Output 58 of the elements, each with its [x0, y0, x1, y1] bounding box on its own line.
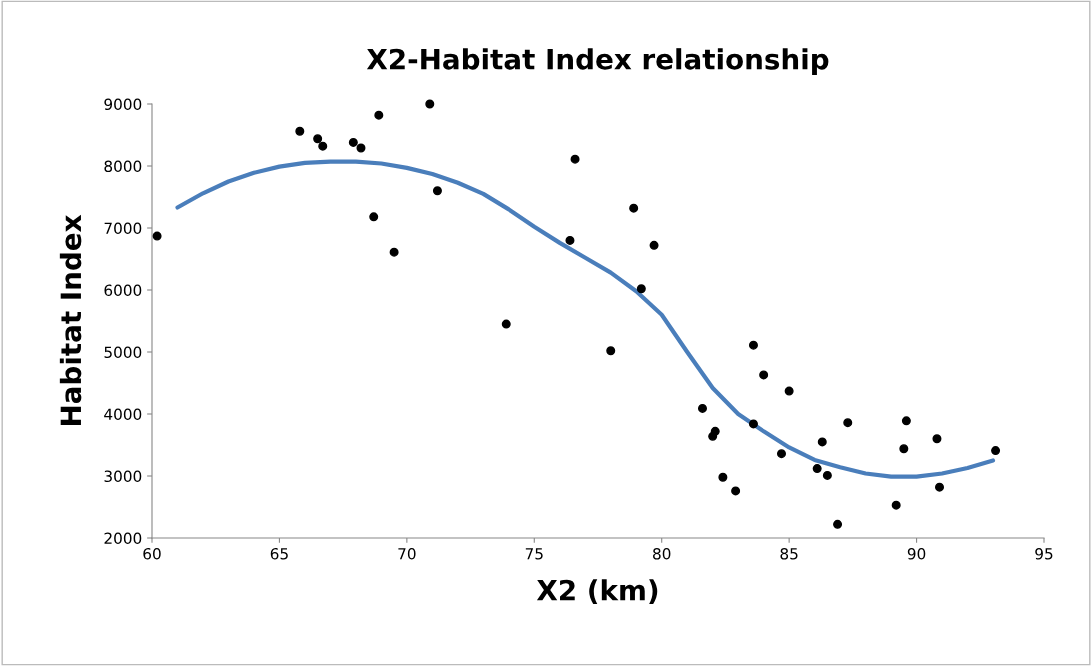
x-tick-label: 90	[907, 547, 926, 560]
chart-title: X2-Habitat Index relationship	[366, 48, 829, 76]
point	[649, 240, 659, 250]
point	[833, 519, 843, 529]
point	[432, 186, 442, 196]
y-axis-title: Habitat Index	[59, 214, 82, 426]
y-tick-label: 6000	[104, 284, 142, 297]
x-tick-label: 80	[653, 547, 671, 560]
x-tick-label: 75	[525, 548, 543, 560]
x-tick-label: 65	[270, 547, 288, 560]
point	[152, 231, 162, 241]
point	[389, 247, 399, 257]
point	[565, 235, 575, 245]
y-tick-label: 7000	[104, 222, 142, 235]
x-tick-label: 95	[1035, 547, 1053, 560]
point	[629, 203, 639, 213]
point	[812, 464, 822, 474]
y-tick-label: 3000	[104, 470, 142, 483]
x-tick-label: 70	[398, 547, 416, 560]
point	[991, 446, 1001, 456]
point	[295, 126, 305, 136]
point	[318, 141, 328, 151]
point	[606, 346, 616, 356]
point	[710, 426, 720, 436]
point	[899, 444, 909, 454]
point	[748, 340, 758, 350]
y-tick-label: 4000	[104, 408, 142, 421]
point	[776, 449, 786, 459]
point	[313, 134, 323, 144]
point	[570, 154, 580, 164]
point	[935, 482, 945, 492]
point	[718, 472, 728, 482]
point	[425, 99, 435, 109]
point	[369, 212, 379, 222]
point	[843, 418, 853, 428]
y-tick-label: 9000	[104, 98, 142, 111]
point	[901, 416, 911, 426]
point	[748, 419, 758, 429]
point	[822, 470, 832, 480]
point	[501, 319, 511, 329]
point	[697, 403, 707, 413]
y-tick-label: 5000	[104, 346, 142, 359]
point	[731, 486, 741, 496]
point	[784, 386, 794, 396]
x-axis-title: X2 (km)	[536, 579, 658, 604]
point	[817, 437, 827, 447]
x-tick-label: 85	[780, 547, 798, 560]
line-series	[175, 159, 996, 479]
point	[348, 137, 358, 147]
x-tick-label: 60	[143, 547, 161, 560]
point	[374, 110, 384, 120]
point	[891, 500, 901, 510]
y-tick-label: 8000	[104, 160, 142, 173]
y-tick-label: 2000	[104, 532, 142, 545]
point	[356, 143, 366, 153]
point	[636, 284, 646, 294]
point	[759, 370, 769, 380]
point	[932, 434, 942, 444]
